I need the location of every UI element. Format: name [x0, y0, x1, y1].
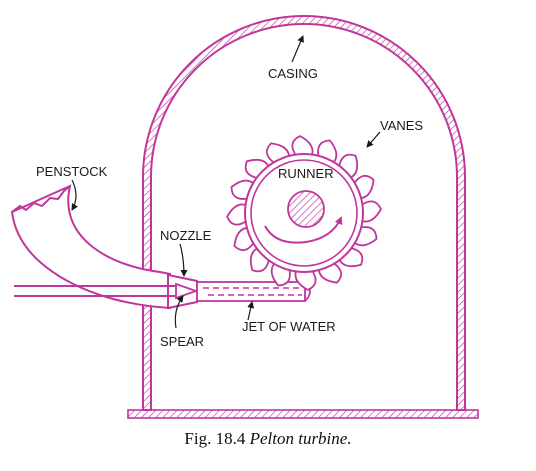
penstock-label: PENSTOCK	[36, 164, 108, 179]
casing-label: CASING	[268, 66, 318, 81]
runner-shaft	[287, 190, 325, 228]
nozzle-label: NOZZLE	[160, 228, 212, 243]
base-plate	[127, 409, 479, 419]
figure-number: Fig. 18.4	[184, 429, 246, 448]
spear-tip	[175, 282, 199, 300]
penstock-leader	[71, 179, 79, 211]
runner-vane	[291, 135, 314, 158]
penstock-pipe	[10, 184, 171, 310]
figure-title: Pelton turbine.	[249, 429, 352, 448]
runner-vanes	[226, 135, 382, 291]
runner-vane	[294, 268, 317, 291]
jet-of-water-label: JET OF WATER	[242, 319, 336, 334]
nozzle-leader	[179, 243, 188, 277]
runner-wheel-inner	[250, 159, 358, 267]
rotation-arrow	[264, 216, 343, 244]
vanes-label: VANES	[380, 118, 423, 133]
casing-leader	[291, 35, 304, 63]
jet-leader	[247, 301, 255, 321]
spear-label: SPEAR	[160, 334, 204, 349]
spear-leader	[174, 295, 184, 329]
runner-vane	[359, 200, 382, 223]
runner-label: RUNNER	[278, 166, 334, 181]
vanes-leader	[366, 131, 381, 148]
runner-vane	[226, 203, 249, 226]
figure-caption: Fig. 18.4 Pelton turbine.	[0, 429, 536, 449]
water-jet	[196, 281, 311, 302]
penstock-cut-end	[11, 185, 71, 213]
